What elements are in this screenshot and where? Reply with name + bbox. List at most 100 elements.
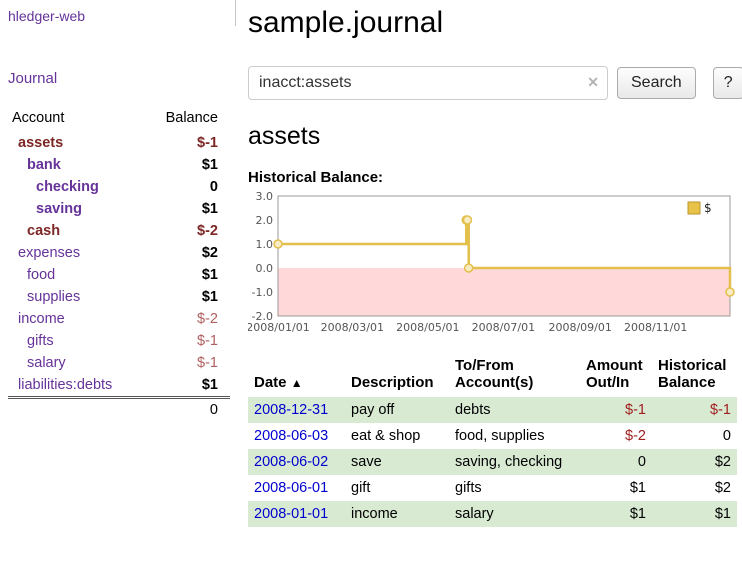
transaction-row: 2008-06-02 save saving, checking 0 $2 — [248, 449, 737, 475]
sidebar-item-journal[interactable]: Journal — [8, 70, 58, 87]
transaction-balance: $1 — [714, 506, 731, 522]
transaction-accounts: salary — [455, 506, 494, 522]
account-balance: $-1 — [197, 135, 218, 151]
account-link[interactable]: expenses — [18, 245, 81, 261]
account-balance: $-2 — [197, 311, 218, 327]
account-balance: $1 — [201, 377, 218, 393]
transaction-balance: $2 — [714, 480, 731, 496]
y-tick-label: -2.0 — [252, 310, 273, 323]
transaction-amount: $1 — [629, 506, 646, 522]
sidebar-divider — [235, 0, 236, 26]
description-column-header: Description — [351, 374, 434, 391]
register-header-row: Date ▲ Description To/From Account(s) Am… — [248, 353, 737, 397]
transaction-amount: $-1 — [625, 402, 646, 418]
data-point-marker — [462, 215, 473, 225]
transaction-row: 2008-06-03 eat & shop food, supplies $-2 0 — [248, 423, 737, 449]
search-input[interactable] — [248, 66, 608, 100]
transaction-description: gift — [351, 480, 371, 496]
transaction-row: 2008-01-01 income salary $1 $1 — [248, 501, 737, 527]
transaction-amount: $-2 — [625, 428, 646, 444]
transaction-date-link[interactable]: 2008-12-31 — [254, 402, 329, 418]
sidebar: hledger-web Journal Account Balance asse… — [0, 0, 236, 527]
account-row: cash $-2 — [8, 220, 230, 242]
x-tick-label: 2008/05/01 — [396, 321, 459, 334]
transaction-amount: $1 — [629, 480, 646, 496]
account-link[interactable]: salary — [27, 355, 66, 371]
page: hledger-web Journal Account Balance asse… — [0, 0, 742, 527]
y-tick-label: 1.0 — [256, 238, 274, 251]
x-tick-label: 2008/07/01 — [472, 321, 535, 334]
transaction-amount: 0 — [637, 454, 646, 470]
search-button[interactable]: Search — [617, 67, 696, 99]
account-balance: $-2 — [197, 223, 218, 239]
x-tick-label: 2008/03/01 — [321, 321, 384, 334]
y-tick-label: -1.0 — [252, 286, 273, 299]
transaction-description: income — [351, 506, 398, 522]
x-tick-label: 2008/01/01 — [248, 321, 310, 334]
page-title: sample.journal — [248, 6, 444, 39]
account-row: saving $1 — [8, 198, 230, 220]
transaction-date-link[interactable]: 2008-06-02 — [254, 454, 329, 470]
main-content: sample.journal ✕ Search ? assets Histori… — [236, 0, 742, 527]
transaction-balance: $2 — [714, 454, 731, 470]
total-balance: 0 — [145, 396, 230, 421]
date-column-header[interactable]: Date ▲ — [248, 353, 345, 397]
account-balance: $-1 — [197, 333, 218, 349]
account-link[interactable]: assets — [18, 135, 64, 151]
x-tick-label: 2008/11/01 — [624, 321, 687, 334]
search-form: ✕ Search ? — [248, 66, 742, 100]
y-tick-label: 0.0 — [256, 262, 274, 275]
transaction-date-link[interactable]: 2008-01-01 — [254, 506, 329, 522]
accounts-header-row: Account Balance — [8, 107, 230, 132]
transaction-description: save — [351, 454, 382, 470]
account-row: food $1 — [8, 264, 230, 286]
transaction-accounts: food, supplies — [455, 428, 545, 444]
account-link[interactable]: saving — [36, 201, 82, 217]
data-point-marker — [463, 263, 474, 273]
y-tick-label: 2.0 — [256, 214, 274, 227]
account-row: assets $-1 — [8, 132, 230, 154]
clear-search-icon[interactable]: ✕ — [587, 74, 599, 90]
tofrom-column-header: To/From Account(s) — [455, 357, 534, 391]
account-row: checking 0 — [8, 176, 230, 198]
transaction-balance: $-1 — [710, 402, 731, 418]
sort-ascending-icon[interactable]: ▲ — [290, 376, 303, 390]
historical-balance-column-header: Historical Balance — [658, 357, 727, 391]
app-title-link[interactable]: hledger-web — [8, 8, 86, 24]
balance-column-header: Balance — [165, 110, 218, 126]
account-balance: $2 — [201, 245, 218, 261]
search-box: ✕ — [248, 66, 608, 100]
account-link[interactable]: bank — [27, 157, 61, 173]
account-row: salary $-1 — [8, 352, 230, 374]
transaction-accounts: debts — [455, 402, 491, 418]
accounts-total-row: 0 — [8, 396, 230, 421]
account-row: expenses $2 — [8, 242, 230, 264]
account-link[interactable]: supplies — [27, 289, 81, 305]
account-heading: assets — [248, 122, 321, 150]
account-link[interactable]: liabilities:debts — [18, 377, 113, 393]
transaction-date-link[interactable]: 2008-06-01 — [254, 480, 329, 496]
account-balance: $1 — [201, 157, 218, 173]
account-row: income $-2 — [8, 308, 230, 330]
account-link[interactable]: income — [18, 311, 65, 327]
account-link[interactable]: gifts — [27, 333, 54, 349]
account-link[interactable]: cash — [27, 223, 61, 239]
data-point-marker — [725, 287, 735, 297]
account-row: bank $1 — [8, 154, 230, 176]
data-point-marker — [273, 239, 283, 249]
account-balance: $1 — [201, 267, 218, 283]
register-table: Date ▲ Description To/From Account(s) Am… — [248, 353, 737, 527]
transaction-date-link[interactable]: 2008-06-03 — [254, 428, 329, 444]
transaction-balance: 0 — [722, 428, 731, 444]
legend-swatch — [687, 201, 701, 215]
x-tick-label: 2008/09/01 — [548, 321, 611, 334]
account-row: liabilities:debts $1 — [8, 374, 230, 398]
account-link[interactable]: food — [27, 267, 56, 283]
account-link[interactable]: checking — [36, 179, 99, 195]
transaction-accounts: gifts — [455, 480, 482, 496]
legend-label: $ — [704, 201, 712, 215]
negative-region — [278, 268, 730, 316]
help-button[interactable]: ? — [712, 67, 742, 99]
transaction-description: eat & shop — [351, 428, 421, 444]
